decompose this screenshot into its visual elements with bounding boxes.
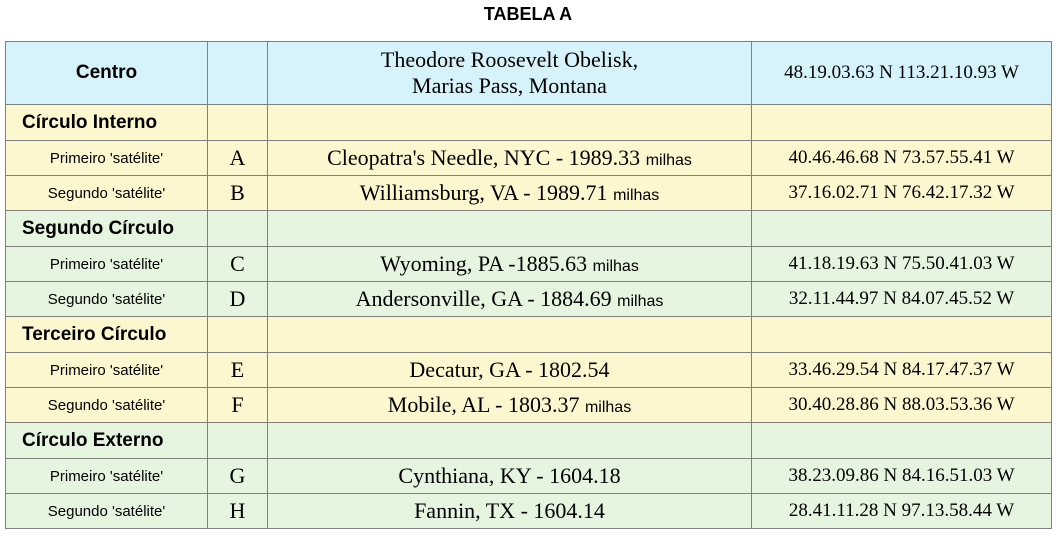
satellite-label: Primeiro 'satélite' xyxy=(5,352,208,388)
satellite-label: Segundo 'satélite' xyxy=(5,493,208,529)
satellite-coords: 28.41.11.28 N 97.13.58.44 W xyxy=(751,493,1052,529)
satellite-place: Wyoming, PA -1885.63 milhas xyxy=(267,246,752,282)
satellite-coords: 38.23.09.86 N 84.16.51.03 W xyxy=(751,458,1052,494)
circle-name: Círculo Interno xyxy=(5,104,208,141)
satellite-letter: C xyxy=(207,246,268,282)
place-text: Mobile, AL - 1803.37 xyxy=(387,392,580,417)
satellite-coords: 41.18.19.63 N 75.50.41.03 W xyxy=(751,246,1052,282)
circle-header-row: Círculo Externo xyxy=(5,422,1052,459)
place-text: Cynthiana, KY - 1604.18 xyxy=(398,463,621,488)
satellite-label: Segundo 'satélite' xyxy=(5,281,208,317)
distance-unit: milhas xyxy=(592,258,639,275)
satellite-letter: D xyxy=(207,281,268,317)
satellite-coords: 33.46.29.54 N 84.17.47.37 W xyxy=(751,352,1052,388)
satellite-label: Primeiro 'satélite' xyxy=(5,458,208,494)
satellite-place: Fannin, TX - 1604.14 xyxy=(267,493,752,529)
table-row: Primeiro 'satélite' A Cleopatra's Needle… xyxy=(5,140,1052,176)
table-row: Segundo 'satélite' H Fannin, TX - 1604.1… xyxy=(5,493,1052,529)
satellite-place: Decatur, GA - 1802.54 xyxy=(267,352,752,388)
satellite-label: Primeiro 'satélite' xyxy=(5,140,208,176)
satellite-label: Segundo 'satélite' xyxy=(5,387,208,423)
satellite-letter: H xyxy=(207,493,268,529)
distance-unit: milhas xyxy=(584,399,632,416)
distance-unit: milhas xyxy=(613,187,660,204)
circle-name: Círculo Externo xyxy=(5,422,208,459)
table-row: Segundo 'satélite' F Mobile, AL - 1803.3… xyxy=(5,387,1052,423)
satellite-place: Mobile, AL - 1803.37 milhas xyxy=(267,387,752,423)
circle-name: Segundo Círculo xyxy=(5,210,208,247)
place-text: Cleopatra's Needle, NYC - 1989.33 xyxy=(327,145,641,170)
satellite-coords: 32.11.44.97 N 84.07.45.52 W xyxy=(751,281,1052,317)
table-row: Primeiro 'satélite' G Cynthiana, KY - 16… xyxy=(5,458,1052,494)
header-row: Centro Theodore Roosevelt Obelisk, Maria… xyxy=(5,41,1052,105)
place-text: Andersonville, GA - 1884.69 xyxy=(355,286,612,311)
satellite-letter: A xyxy=(207,140,268,176)
center-place-line1: Theodore Roosevelt Obelisk, xyxy=(380,47,639,72)
place-text: Decatur, GA - 1802.54 xyxy=(409,357,610,382)
satellite-place: Andersonville, GA - 1884.69 milhas xyxy=(267,281,752,317)
center-label: Centro xyxy=(5,41,208,105)
coordinates-table: Centro Theodore Roosevelt Obelisk, Maria… xyxy=(5,41,1052,529)
table-row: Primeiro 'satélite' E Decatur, GA - 1802… xyxy=(5,352,1052,388)
center-place-line2: Marias Pass, Montana xyxy=(412,73,607,98)
distance-unit: milhas xyxy=(617,293,664,310)
satellite-place: Williamsburg, VA - 1989.71 milhas xyxy=(267,175,752,211)
circle-header-row: Segundo Círculo xyxy=(5,210,1052,247)
satellite-coords: 30.40.28.86 N 88.03.53.36 W xyxy=(751,387,1052,423)
center-coords: 48.19.03.63 N 113.21.10.93 W xyxy=(751,41,1052,105)
table-row: Segundo 'satélite' D Andersonville, GA -… xyxy=(5,281,1052,317)
satellite-place: Cynthiana, KY - 1604.18 xyxy=(267,458,752,494)
satellite-letter: E xyxy=(207,352,268,388)
circle-name: Terceiro Círculo xyxy=(5,316,208,353)
satellite-coords: 37.16.02.71 N 76.42.17.32 W xyxy=(751,175,1052,211)
place-text: Williamsburg, VA - 1989.71 xyxy=(359,180,608,205)
table-title: TABELA A xyxy=(483,4,573,24)
satellite-letter: B xyxy=(207,175,268,211)
circle-header-row: Círculo Interno xyxy=(5,104,1052,141)
table-row: Primeiro 'satélite' C Wyoming, PA -1885.… xyxy=(5,246,1052,282)
place-text: Wyoming, PA -1885.63 xyxy=(380,251,588,276)
center-place: Theodore Roosevelt Obelisk, Marias Pass,… xyxy=(267,41,752,105)
satellite-letter: G xyxy=(207,458,268,494)
satellite-letter: F xyxy=(207,387,268,423)
distance-unit: milhas xyxy=(645,152,692,169)
place-text: Fannin, TX - 1604.14 xyxy=(414,498,605,523)
satellite-label: Primeiro 'satélite' xyxy=(5,246,208,282)
satellite-place: Cleopatra's Needle, NYC - 1989.33 milhas xyxy=(267,140,752,176)
center-letter-cell xyxy=(207,41,268,105)
satellite-label: Segundo 'satélite' xyxy=(5,175,208,211)
table-row: Segundo 'satélite' B Williamsburg, VA - … xyxy=(5,175,1052,211)
circle-header-row: Terceiro Círculo xyxy=(5,316,1052,353)
satellite-coords: 40.46.46.68 N 73.57.55.41 W xyxy=(751,140,1052,176)
